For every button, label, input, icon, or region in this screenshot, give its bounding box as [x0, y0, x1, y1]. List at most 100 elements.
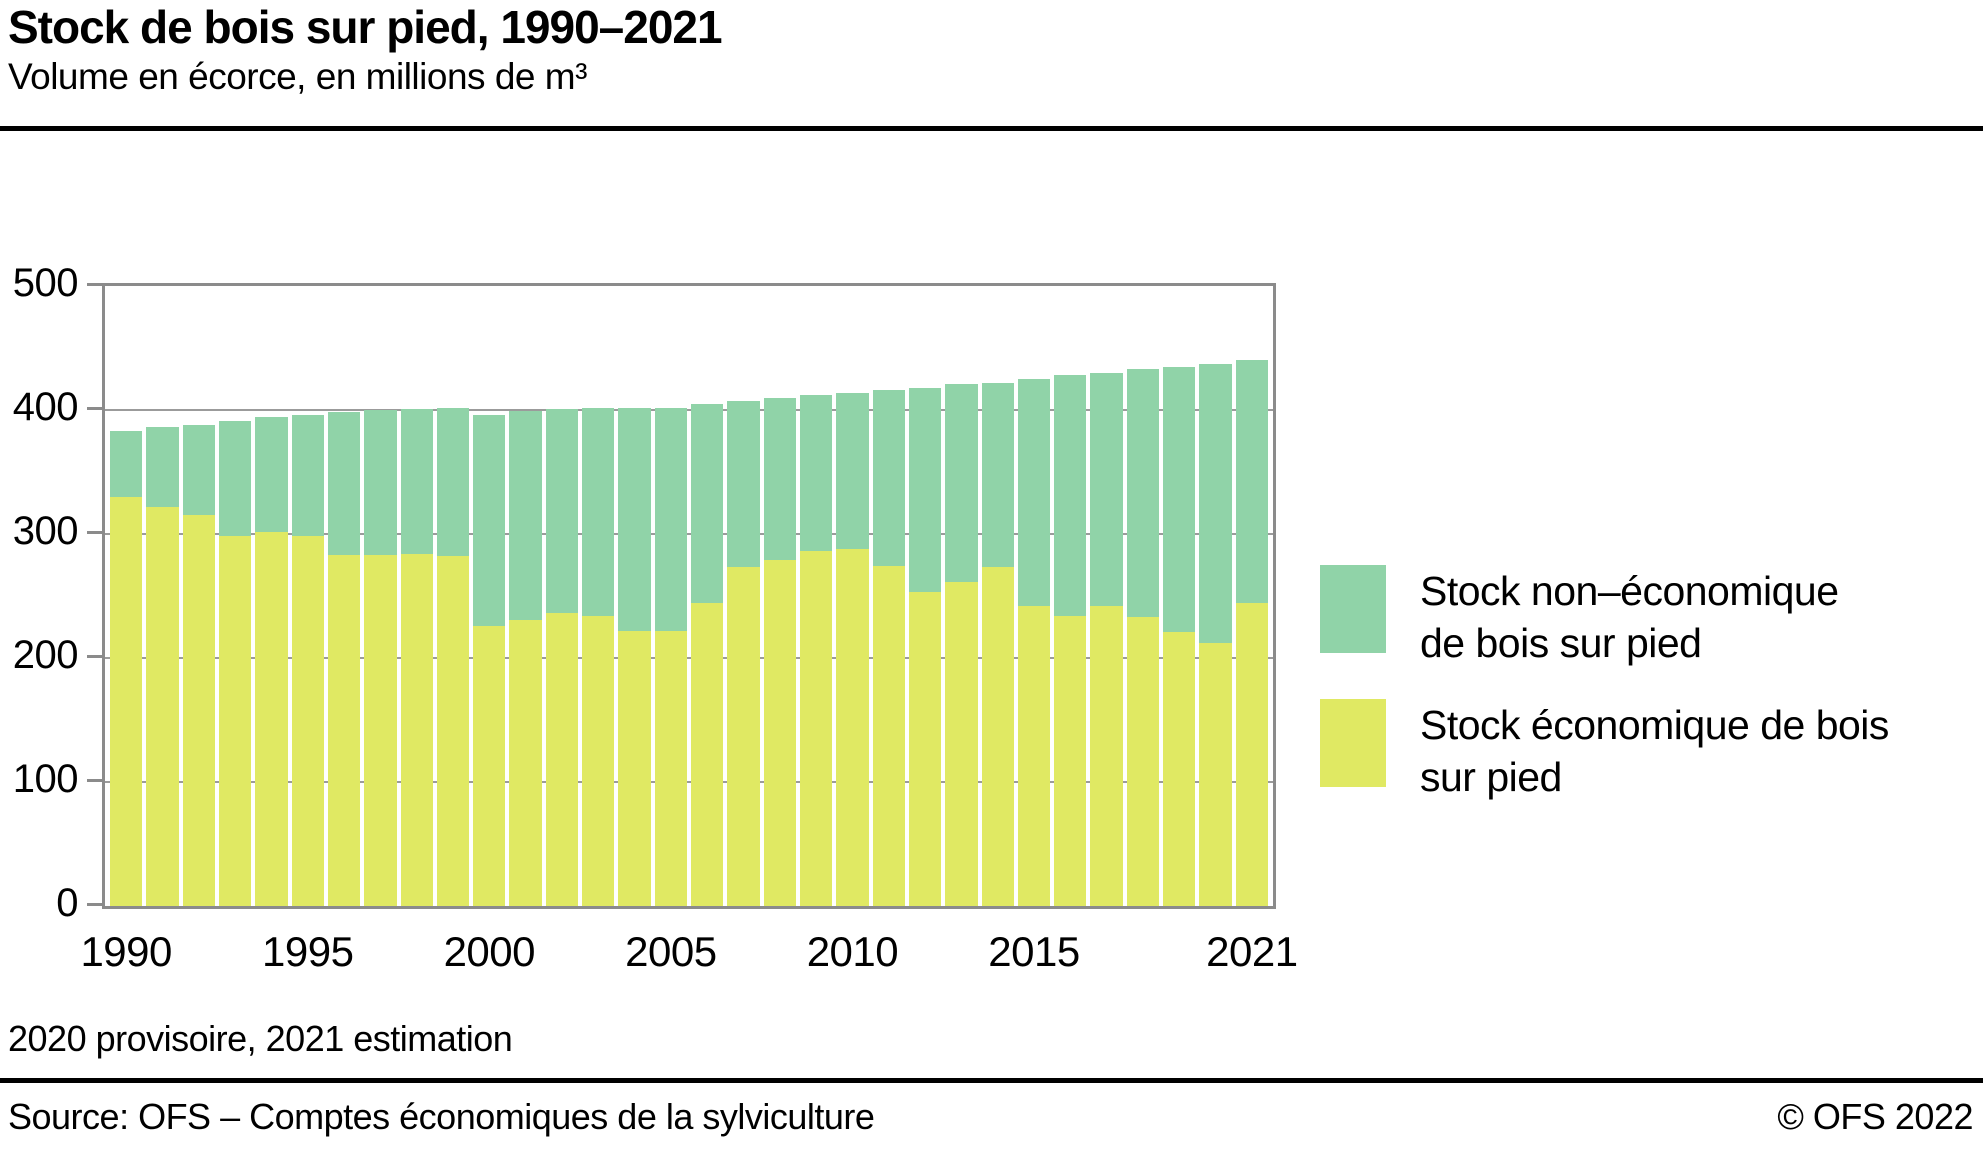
copyright: © OFS 2022	[1777, 1096, 1973, 1137]
bar-1998-non_economique	[400, 408, 433, 554]
bar-2012	[908, 387, 942, 906]
bar-2018-non_economique	[1126, 369, 1160, 618]
bar-2004-non_economique	[618, 407, 651, 631]
bar-2020	[1199, 364, 1232, 906]
bar-2007-non_economique	[727, 401, 760, 568]
gridline-100	[105, 781, 1273, 783]
legend-item-economique: Stock économique de bois sur pied	[1320, 699, 1940, 803]
bar-slot-1997	[364, 410, 397, 906]
bars-row	[105, 286, 1273, 906]
bar-2007	[727, 401, 760, 906]
x-tick-label-1995: 1995	[262, 928, 354, 975]
bar-2000	[473, 414, 506, 906]
bar-2005-economique	[654, 630, 687, 906]
bar-1994-economique	[255, 531, 288, 906]
bar-1995-economique	[291, 536, 324, 906]
bar-2012-economique	[908, 592, 942, 906]
plot-area	[102, 283, 1276, 909]
bar-2014-economique	[981, 567, 1014, 906]
bar-1994-non_economique	[255, 417, 288, 532]
bar-slot-2016	[1054, 375, 1087, 906]
y-tick-200	[87, 655, 102, 658]
bar-slot-2021	[1235, 360, 1268, 906]
bar-1991	[146, 427, 179, 906]
bar-slot-1994	[255, 417, 288, 906]
bar-2019	[1163, 366, 1196, 906]
x-tick-label-2021: 2021	[1206, 928, 1298, 975]
bar-1997-non_economique	[364, 410, 397, 556]
bar-2010-non_economique	[836, 392, 869, 549]
x-tick-label-2005: 2005	[625, 928, 717, 975]
bar-2001	[509, 411, 542, 906]
bar-2012-non_economique	[908, 387, 942, 593]
bar-2009	[799, 395, 833, 906]
bar-2005	[654, 407, 687, 906]
bar-slot-2008	[763, 397, 796, 906]
y-tick-label-300: 300	[12, 509, 79, 553]
bar-2021-non_economique	[1235, 360, 1268, 604]
x-tick-label-2015: 2015	[988, 928, 1080, 975]
bar-2018-economique	[1126, 617, 1160, 906]
bar-2006	[691, 403, 724, 906]
bar-2004	[618, 407, 651, 906]
x-tick-label-2010: 2010	[806, 928, 899, 975]
bar-slot-2007	[727, 401, 760, 906]
bottom-rule	[0, 1078, 1983, 1083]
y-tick-label-0: 0	[56, 881, 78, 925]
bar-2009-economique	[799, 551, 833, 906]
bar-2011-economique	[872, 566, 905, 906]
bar-1992-economique	[182, 515, 215, 906]
bar-1998	[400, 408, 433, 906]
chart-subtitle: Volume en écorce, en millions de m³	[8, 56, 587, 97]
bar-2010-economique	[836, 548, 869, 906]
bar-2005-non_economique	[654, 407, 687, 631]
bar-2002-economique	[545, 613, 579, 906]
bar-slot-1996	[327, 412, 361, 906]
bar-2006-non_economique	[691, 403, 724, 604]
legend-swatch-non_economique	[1320, 565, 1386, 653]
bar-2016-economique	[1054, 615, 1087, 906]
bar-2021-economique	[1235, 603, 1268, 906]
bar-slot-1995	[291, 414, 324, 906]
bar-slot-2003	[582, 407, 615, 906]
bar-1999	[436, 407, 470, 906]
bar-slot-2010	[836, 392, 869, 906]
bar-2008-non_economique	[763, 397, 796, 561]
gridline-300	[105, 533, 1273, 535]
chart-note: 2020 provisoire, 2021 estimation	[8, 1018, 513, 1059]
x-tick-label-2000: 2000	[443, 928, 536, 975]
legend-swatch-economique	[1320, 699, 1386, 787]
bar-slot-1999	[436, 407, 470, 906]
bar-2001-economique	[509, 619, 542, 906]
bar-2006-economique	[691, 603, 724, 906]
bar-slot-2009	[799, 395, 833, 906]
bar-1995	[291, 414, 324, 906]
bar-1997	[364, 410, 397, 906]
bar-2010	[836, 392, 869, 906]
bar-2003-non_economique	[582, 407, 615, 616]
bar-2015-economique	[1017, 605, 1051, 906]
legend: Stock non–économique de bois sur pied Sto…	[1320, 565, 1940, 833]
bar-2018	[1126, 369, 1160, 906]
chart-area: 0 100 200 300 400 500 1990 1995 2000 2005 2010 201…	[0, 261, 1983, 1020]
bar-1993-economique	[218, 536, 252, 906]
bar-slot-2017	[1090, 372, 1123, 906]
bar-2014	[981, 382, 1014, 906]
bar-1991-non_economique	[146, 427, 179, 507]
bar-1990-non_economique	[110, 431, 143, 497]
bar-1993	[218, 421, 252, 906]
bar-1995-non_economique	[291, 414, 324, 537]
bar-1994	[255, 417, 288, 906]
x-tick-label-1990: 1990	[80, 928, 172, 975]
bar-1992	[182, 424, 215, 906]
bar-slot-2004	[618, 407, 651, 906]
bar-1991-economique	[146, 506, 179, 906]
bar-2003	[582, 407, 615, 906]
y-tick-label-200: 200	[12, 633, 79, 677]
bar-2008-economique	[763, 560, 796, 906]
y-tick-300	[87, 531, 102, 534]
bar-2000-non_economique	[473, 414, 506, 626]
gridline-400	[105, 409, 1273, 411]
bar-2016	[1054, 375, 1087, 906]
bar-slot-2018	[1126, 369, 1160, 906]
